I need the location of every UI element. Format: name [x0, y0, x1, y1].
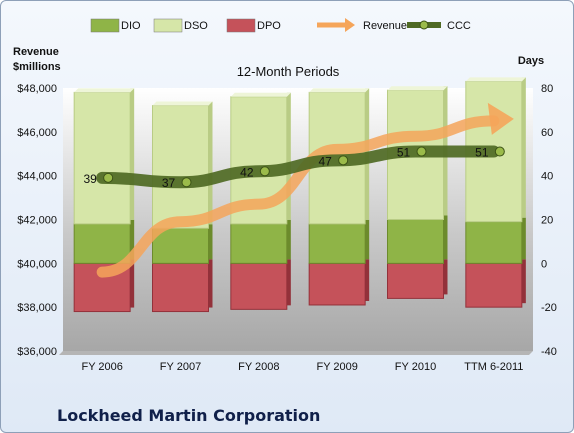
bar-dpo-side — [286, 259, 291, 306]
bar-dpo-side — [130, 259, 135, 308]
bar-dso-top — [74, 88, 135, 93]
bar-dpo-side — [365, 259, 370, 301]
category-label: FY 2006 — [81, 361, 122, 373]
left-axis-title-line2: $millions — [13, 61, 61, 73]
category-label: FY 2009 — [316, 361, 357, 373]
category-label: TTM 6-2011 — [464, 361, 523, 373]
category-label: FY 2010 — [395, 361, 436, 373]
ccc-data-label: 37 — [162, 176, 176, 190]
bar-dpo — [152, 262, 209, 313]
bar-dio-side — [443, 215, 448, 260]
revenue-line — [96, 115, 500, 278]
left-tick-label: $48,000 — [17, 83, 57, 95]
ccc-marker — [181, 177, 192, 188]
left-tick-label: $36,000 — [17, 346, 57, 358]
bar-dio — [308, 223, 366, 264]
bar-dso — [152, 105, 209, 229]
bar-dpo — [230, 262, 288, 310]
bar-dso-side — [208, 101, 213, 225]
legend-label: Revenue — [363, 20, 407, 32]
right-tick-label: -20 — [541, 302, 557, 314]
category-label: FY 2008 — [238, 361, 279, 373]
ccc-marker — [416, 146, 427, 157]
bar-dio — [387, 219, 444, 264]
bar-dso-top — [152, 101, 213, 106]
bar-dio — [230, 223, 288, 264]
bar-dso-side — [130, 88, 135, 220]
bar-dso-top — [465, 77, 526, 82]
left-tick-label: $38,000 — [17, 302, 57, 314]
bar-dso-side — [521, 77, 526, 218]
bar-dso-top — [309, 88, 370, 93]
legend-arrowhead — [345, 18, 355, 32]
bar-dpo — [387, 262, 444, 299]
company-name: Lockheed Martin Corporation — [57, 406, 321, 425]
plot-floor — [59, 351, 533, 355]
bar-dio-side — [208, 224, 213, 260]
ccc-marker — [494, 146, 505, 157]
ccc-marker — [338, 155, 349, 166]
revenue-arrowhead — [487, 102, 514, 135]
ccc-data-label: 51 — [475, 146, 489, 160]
bar-dio-side — [286, 219, 291, 260]
bar-dso-top — [387, 86, 448, 91]
legend-label: DSO — [184, 20, 208, 32]
bar-dio-side — [521, 217, 526, 260]
right-tick-label: 0 — [541, 258, 547, 270]
legend-swatch-dpo — [226, 18, 256, 33]
bar-dio — [73, 223, 131, 264]
bar-dpo — [465, 262, 523, 308]
legend-label: CCC — [447, 20, 471, 32]
chart-title: 12-Month Periods — [237, 64, 340, 79]
bar-dio — [152, 227, 209, 264]
bar-dpo-side — [521, 259, 526, 304]
bar-dpo — [308, 262, 366, 306]
bar-dso — [73, 91, 131, 225]
left-axis-title: Revenue — [13, 46, 59, 58]
ccc-data-label: 39 — [83, 172, 97, 186]
right-tick-label: 20 — [541, 215, 553, 227]
category-label: FY 2007 — [160, 361, 201, 373]
bar-dso-top — [230, 92, 291, 97]
left-tick-label: $46,000 — [17, 127, 57, 139]
bar-dio-side — [365, 219, 370, 260]
left-tick-label: $44,000 — [17, 171, 57, 183]
legend-label: DPO — [257, 20, 281, 32]
right-tick-label: 60 — [541, 127, 553, 139]
bar-dpo-side — [443, 259, 448, 295]
ccc-data-label: 51 — [397, 146, 411, 160]
right-tick-label: -40 — [541, 346, 557, 358]
bar-dpo-side — [208, 259, 213, 308]
legend-swatch-dio — [90, 18, 120, 33]
legend-label: DIO — [121, 20, 141, 32]
bar-dio — [465, 221, 523, 264]
left-tick-label: $40,000 — [17, 258, 57, 270]
legend-swatch-dso — [153, 18, 183, 33]
ccc-marker — [103, 172, 114, 183]
bar-dio-side — [130, 219, 135, 260]
right-axis-title: Days — [518, 55, 544, 67]
bar-dso-side — [286, 92, 291, 220]
right-tick-label: 80 — [541, 83, 553, 95]
left-tick-label: $42,000 — [17, 215, 57, 227]
ccc-data-label: 42 — [240, 165, 254, 179]
legend-marker-ccc — [419, 20, 429, 30]
ccc-data-label: 47 — [318, 154, 332, 168]
right-tick-label: 40 — [541, 171, 553, 183]
ccc-marker — [259, 166, 270, 177]
